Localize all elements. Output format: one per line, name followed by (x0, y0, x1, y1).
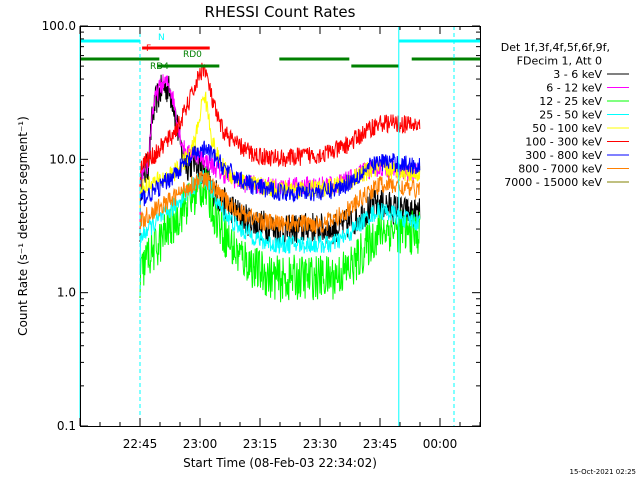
chart-title: RHESSI Count Rates (205, 3, 356, 21)
y-tick-label: 1.0 (57, 286, 76, 300)
series-line-300-800keV (139, 140, 421, 207)
data-layer (139, 62, 421, 303)
legend-entry-label: 6 - 12 keV (546, 82, 602, 95)
x-tick-label: 22:45 (123, 437, 158, 451)
legend-entry-label: 800 - 7000 keV (518, 163, 602, 176)
flag-label-rd4: RD4 (150, 62, 169, 72)
series-line-100-300keV (139, 62, 421, 187)
legend-entry-label: 100 - 300 keV (525, 136, 602, 149)
flag-label-n: N (158, 33, 165, 43)
y-tick-label: 10.0 (49, 152, 76, 166)
x-tick-label: 23:30 (303, 437, 338, 451)
y-axis-ticks: 0.1 1.0 10.0 100.0 (42, 19, 480, 433)
legend-header-line: Det 1f,3f,4f,5f,6f,9f, (501, 41, 610, 54)
y-axis-label: Count Rate (s⁻¹ detector segment⁻¹) (16, 116, 30, 336)
flag-label-rd0: RD0 (183, 50, 202, 60)
x-tick-label: 00:00 (423, 437, 458, 451)
legend-entry-label: 3 - 6 keV (553, 68, 602, 81)
timestamp: 15-Oct-2021 02:25 (570, 468, 636, 476)
y-tick-label: 0.1 (57, 419, 76, 433)
legend-entry-label: 300 - 800 keV (525, 149, 602, 162)
x-axis-ticks: 22:45 23:00 23:15 23:30 23:45 00:00 (79, 26, 481, 451)
series-line-12-25keV (139, 166, 421, 303)
x-tick-label: 23:45 (363, 437, 398, 451)
y-tick-label: 100.0 (42, 19, 76, 33)
legend: Det 1f,3f,4f,5f,6f,9f,FDecim 1, Att 03 -… (501, 41, 629, 189)
legend-header-line: FDecim 1, Att 0 (517, 55, 602, 68)
x-axis-label: Start Time (08-Feb-03 22:34:02) (183, 456, 377, 470)
attenuator-flags: NF RD0 RD4 (80, 33, 480, 72)
legend-entry-label: 7000 - 15000 keV (504, 176, 602, 189)
flag-label-f: F (146, 44, 151, 54)
x-tick-label: 23:15 (243, 437, 278, 451)
x-tick-label: 23:00 (183, 437, 218, 451)
legend-entry-label: 12 - 25 keV (539, 95, 602, 108)
legend-entry-label: 25 - 50 keV (539, 109, 602, 122)
legend-entry-label: 50 - 100 keV (532, 122, 602, 135)
series-line-800-7000keV (139, 171, 421, 235)
